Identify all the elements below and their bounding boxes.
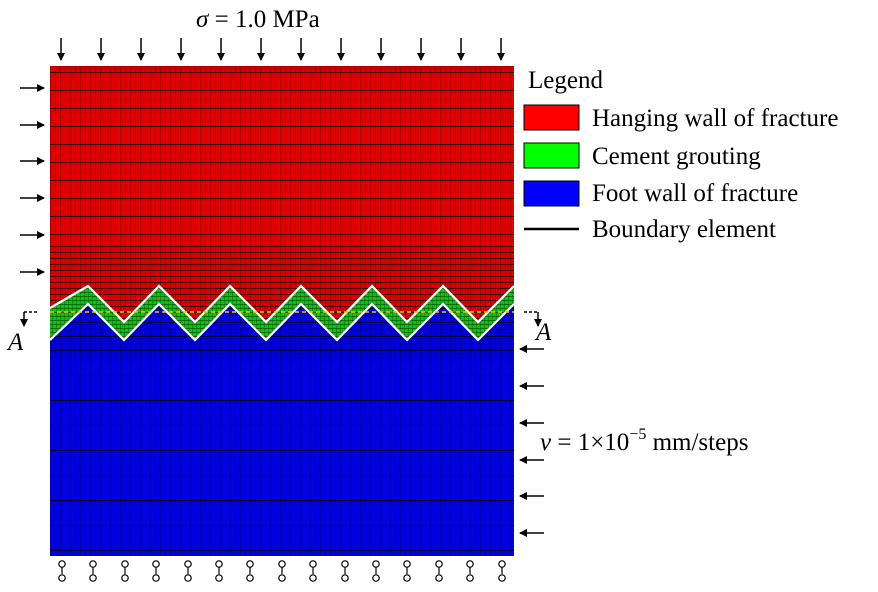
lower-interface-line bbox=[49, 302, 515, 342]
roller-support-icon bbox=[121, 560, 129, 582]
roller-support-icon bbox=[372, 560, 380, 582]
foot-wall-upper-zone bbox=[50, 304, 514, 362]
section-marker-right bbox=[524, 311, 542, 327]
shear-velocity-label: v = 1×10−5 mm/steps bbox=[540, 426, 748, 456]
legend-label-boundary-element: Boundary element bbox=[592, 216, 776, 243]
upper-interface-line bbox=[49, 284, 515, 324]
left-confinement-arrows bbox=[20, 84, 45, 276]
roller-support-icon bbox=[152, 560, 160, 582]
velocity-exponent: −5 bbox=[629, 426, 646, 443]
velocity-prefix: = 1×10 bbox=[551, 429, 629, 456]
roller-support-icon bbox=[58, 560, 66, 582]
roller-support-icon bbox=[184, 560, 192, 582]
legend-title: Legend bbox=[528, 67, 603, 94]
roller-support-icon bbox=[403, 560, 411, 582]
legend-swatch-foot-wall bbox=[523, 180, 580, 207]
stress-value: = 1.0 MPa bbox=[208, 6, 319, 33]
roller-support-icon bbox=[498, 560, 506, 582]
normal-stress-label: σ = 1.0 MPa bbox=[196, 6, 320, 33]
legend-label-cement-grouting: Cement grouting bbox=[592, 143, 761, 170]
legend-label-hanging-wall: Hanging wall of fracture bbox=[592, 105, 838, 132]
velocity-suffix: mm/steps bbox=[646, 429, 748, 456]
roller-support-icon bbox=[89, 560, 97, 582]
hanging-wall-lower-zone bbox=[50, 246, 514, 322]
roller-support-icon bbox=[246, 560, 254, 582]
roller-support-icon bbox=[341, 560, 349, 582]
legend-swatch-hanging-wall bbox=[523, 104, 580, 131]
normal-load-arrows bbox=[57, 38, 505, 61]
section-label-right: A bbox=[534, 319, 552, 346]
roller-support-icon bbox=[278, 560, 286, 582]
roller-support-icon bbox=[309, 560, 317, 582]
legend: Legend Hanging wall of fracture Cement g… bbox=[523, 67, 838, 243]
section-label-left: A bbox=[6, 329, 24, 356]
legend-label-foot-wall: Foot wall of fracture bbox=[592, 180, 798, 207]
hanging-wall-block bbox=[50, 66, 514, 322]
legend-swatch-cement-grouting bbox=[523, 142, 580, 169]
roller-support-icon bbox=[435, 560, 443, 582]
bottom-roller-supports bbox=[58, 560, 506, 582]
foot-wall-block bbox=[50, 304, 514, 556]
roller-support-icon bbox=[215, 560, 223, 582]
roller-support-icon bbox=[466, 560, 474, 582]
stress-symbol: σ bbox=[196, 6, 210, 33]
shear-velocity-arrows bbox=[519, 345, 544, 537]
velocity-symbol: v bbox=[540, 429, 552, 456]
section-marker-left bbox=[20, 311, 38, 327]
cement-grouting-layer bbox=[50, 286, 514, 340]
